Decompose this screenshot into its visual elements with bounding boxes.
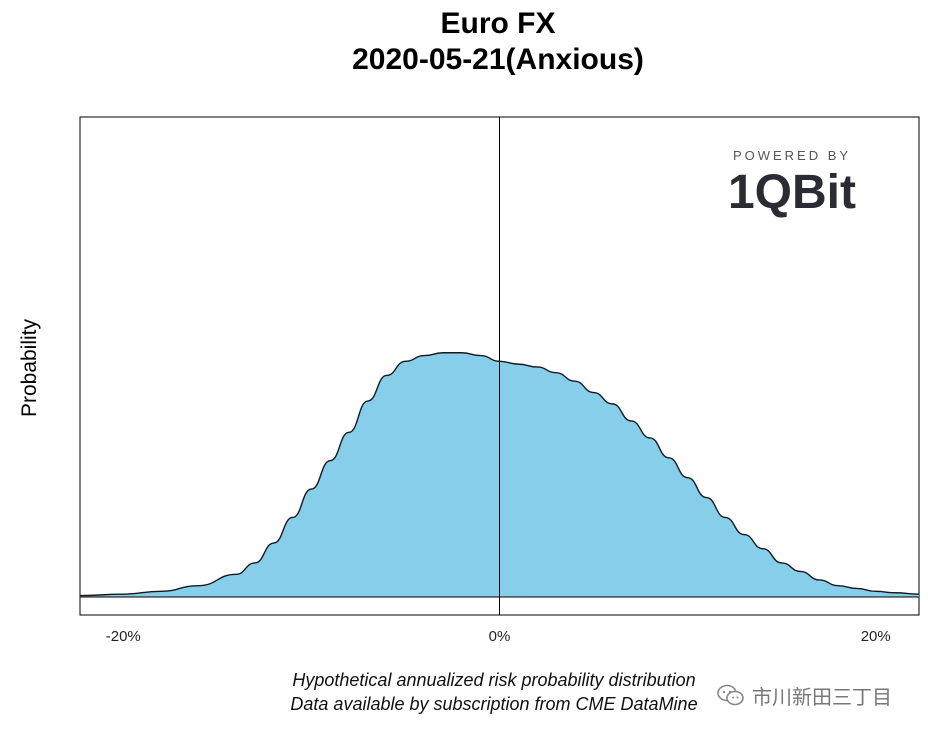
logo-brand: 1QBit — [728, 166, 856, 219]
footnote-line1: Hypothetical annualized risk probability… — [292, 670, 696, 690]
watermark: 市川新田三丁目 — [716, 678, 892, 712]
x-tick-label: 0% — [489, 628, 511, 645]
x-tick-label: 20% — [861, 628, 891, 645]
logo: POWERED BY 1QBit — [728, 148, 856, 219]
chart-title: Euro FX 2020-05-21(Anxious) — [0, 6, 944, 78]
watermark-text: 市川新田三丁目 — [752, 686, 892, 709]
chart-title-line2: 2020-05-21(Anxious) — [352, 43, 644, 76]
density-curve — [79, 352, 920, 597]
chart-title-line1: Euro FX — [440, 7, 556, 40]
footnote: Hypothetical annualized risk probability… — [0, 668, 944, 716]
wechat-icon — [717, 684, 744, 706]
logo-powered-by: POWERED BY — [733, 148, 851, 163]
plot-area: -20% 0% 20% — [79, 116, 920, 645]
x-tick-label: -20% — [106, 628, 141, 645]
footnote-line2: Data available by subscription from CME … — [290, 694, 698, 714]
